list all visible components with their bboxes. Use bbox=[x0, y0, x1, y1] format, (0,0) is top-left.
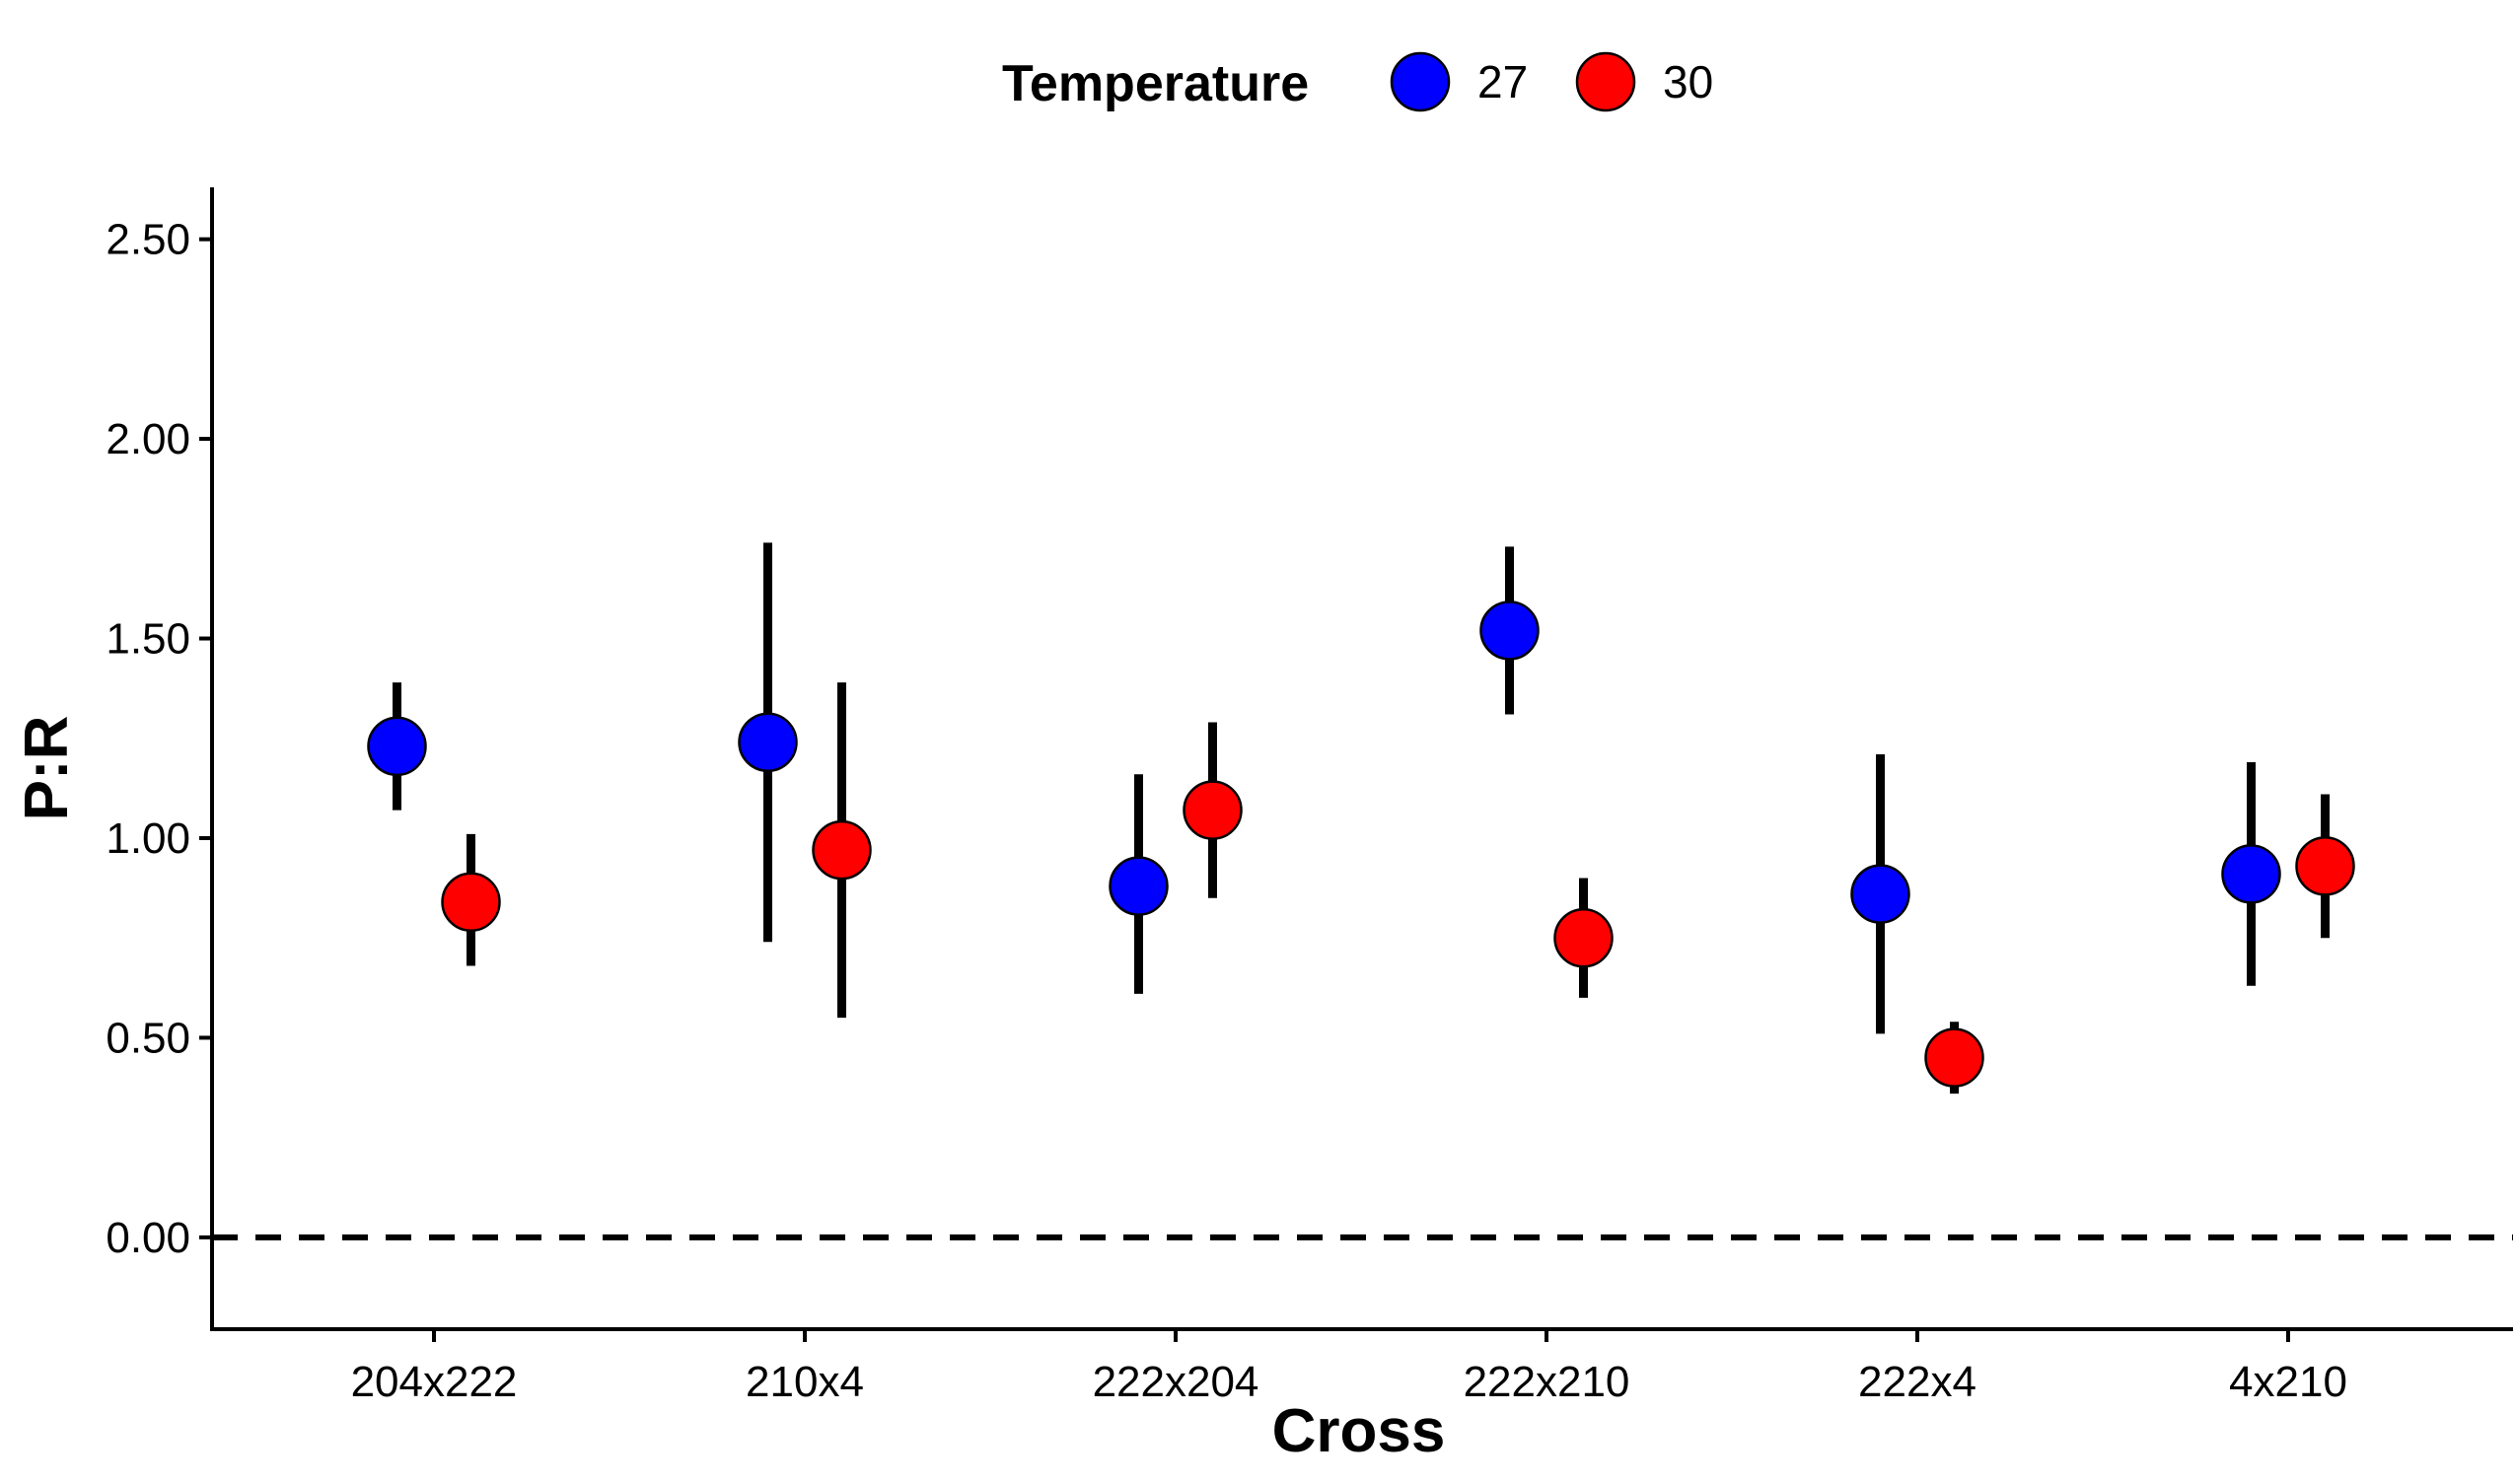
x-tick-label: 4x210 bbox=[2229, 1358, 2347, 1406]
x-tick-label: 222x210 bbox=[1464, 1358, 1630, 1406]
y-tick-label: 1.50 bbox=[106, 615, 190, 664]
data-point-30 bbox=[2295, 836, 2355, 896]
data-point-30 bbox=[1924, 1027, 1984, 1088]
data-point-27 bbox=[1479, 601, 1540, 661]
data-point-30 bbox=[812, 819, 872, 881]
data-point-30 bbox=[1553, 907, 1614, 968]
x-axis-title: Cross bbox=[1272, 1397, 1446, 1465]
data-point-27 bbox=[1850, 864, 1910, 924]
plot-area: 0.00 0.50 1.00 1.50 2.00 2.50 204x222 210x4 222x… bbox=[106, 187, 2513, 1406]
data-point-30 bbox=[441, 872, 501, 933]
data-point-27 bbox=[2221, 844, 2281, 904]
legend-key-27 bbox=[1390, 51, 1451, 112]
data-point-30 bbox=[1183, 780, 1243, 840]
x-tick-label: 222x4 bbox=[1858, 1358, 1976, 1406]
legend-title: Temperature bbox=[1002, 55, 1309, 112]
legend-key-30 bbox=[1575, 51, 1636, 112]
x-tick-label: 210x4 bbox=[746, 1358, 864, 1406]
y-tick-label: 0.00 bbox=[106, 1214, 190, 1262]
x-tick-label: 222x204 bbox=[1093, 1358, 1259, 1406]
data-point-27 bbox=[367, 716, 427, 777]
y-tick-label: 2.00 bbox=[106, 415, 190, 463]
y-tick-label: 2.50 bbox=[106, 216, 190, 264]
legend-label-27: 27 bbox=[1477, 56, 1528, 107]
data-point-27 bbox=[738, 712, 798, 773]
data-point-27 bbox=[1109, 856, 1169, 916]
legend: Temperature 27 30 bbox=[1002, 51, 1713, 112]
y-tick-label: 0.50 bbox=[106, 1014, 190, 1062]
y-axis-title: P:R bbox=[13, 716, 81, 821]
legend-label-30: 30 bbox=[1663, 56, 1713, 107]
y-tick-label: 1.00 bbox=[106, 814, 190, 863]
x-tick-label: 204x222 bbox=[351, 1358, 518, 1406]
